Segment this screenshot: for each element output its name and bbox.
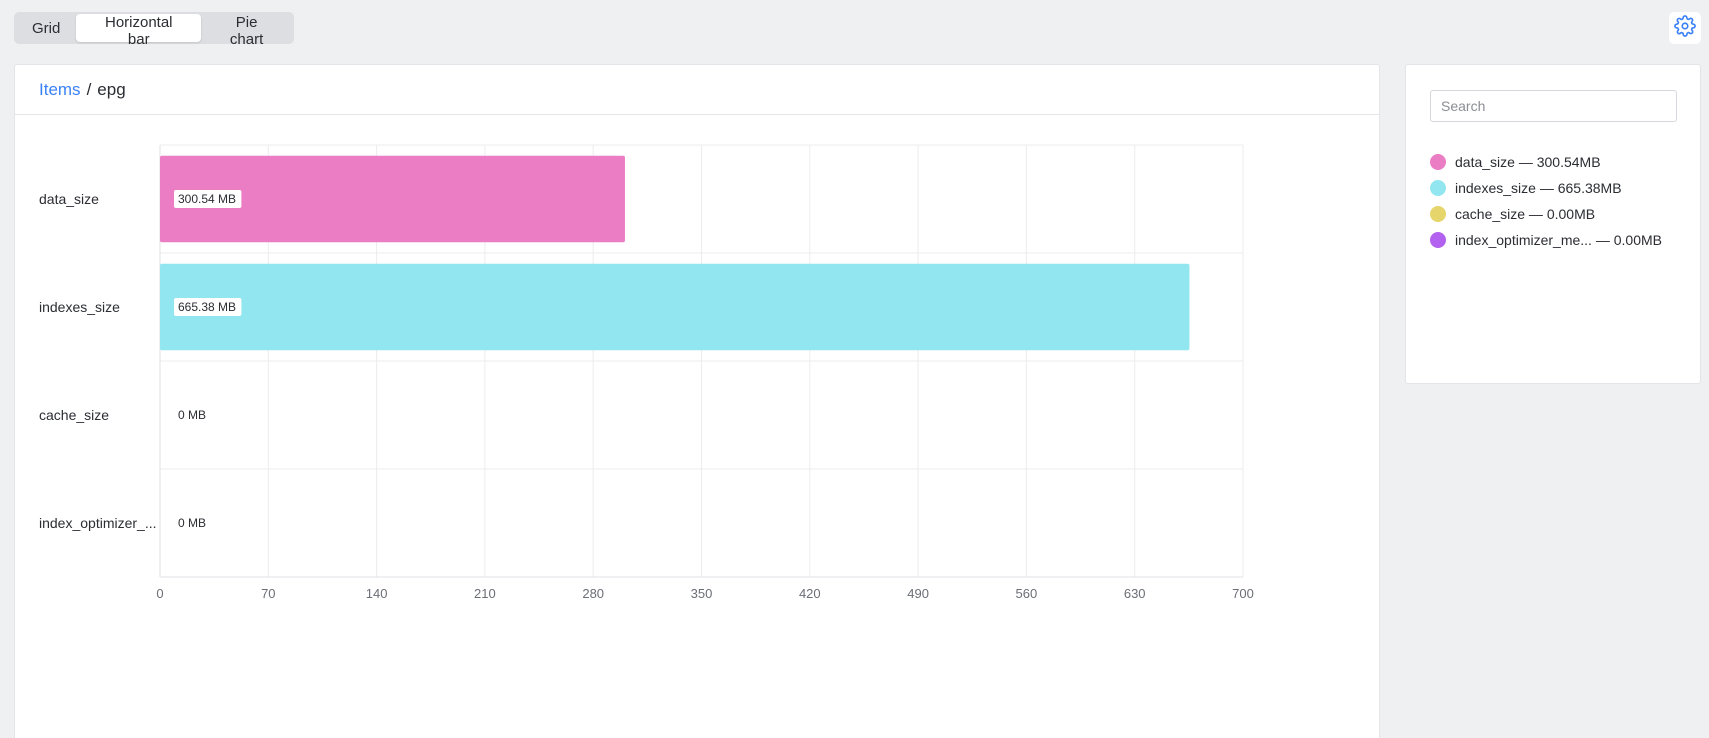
legend-label: data_size — 300.54MB [1455,154,1601,170]
search-input[interactable] [1430,90,1677,122]
legend-color-swatch [1430,232,1446,248]
x-tick-label: 630 [1124,586,1146,601]
legend-label: cache_size — 0.00MB [1455,206,1596,222]
gear-icon [1674,14,1696,42]
legend-item[interactable]: indexes_size — 665.38MB [1430,175,1662,201]
y-category-label: index_optimizer_... [39,515,157,531]
legend-item[interactable]: index_optimizer_me... — 0.00MB [1430,227,1662,253]
horizontal-bar-chart: 0 70 140 210 280 350 420 490 560 630 700 data_size 3… [39,144,1254,601]
legend-panel: data_size — 300.54MB indexes_size — 665.3… [1405,64,1701,384]
view-switcher: Grid Horizontal bar Pie chart [14,12,294,48]
x-tick-label: 70 [261,586,275,601]
x-tick-label: 0 [156,586,163,601]
x-tick-label: 350 [691,586,713,601]
x-tick-label: 700 [1232,586,1254,601]
bar-data_size [160,155,625,243]
data-label-background [174,298,242,316]
legend-color-swatch [1430,154,1446,170]
data-label: 0 MB [178,516,206,530]
view-tab-pie-chart[interactable]: Pie chart [201,14,292,48]
legend-color-swatch [1430,180,1446,196]
bar-indexes_size [160,263,1190,351]
settings-button[interactable] [1669,12,1701,44]
view-tab-grid[interactable]: Grid [16,14,76,42]
data-label-background [174,190,242,208]
legend-label: index_optimizer_me... — 0.00MB [1455,232,1662,248]
x-tick-label: 420 [799,586,821,601]
breadcrumb: Items / epg [15,65,1379,115]
y-category-label: indexes_size [39,299,120,315]
breadcrumb-items-link[interactable]: Items [39,79,81,99]
data-label: 665.38 MB [178,300,236,314]
chart-panel: Items / epg 0 70 140 210 280 350 420 490 560 630 7… [14,64,1380,738]
x-tick-label: 140 [366,586,388,601]
data-label: 300.54 MB [178,192,236,206]
legend-label: indexes_size — 665.38MB [1455,180,1622,196]
x-tick-label: 560 [1016,586,1038,601]
view-tab-horizontal-bar[interactable]: Horizontal bar [76,14,202,48]
legend-item[interactable]: data_size — 300.54MB [1430,149,1662,175]
legend-item[interactable]: cache_size — 0.00MB [1430,201,1662,227]
legend-color-swatch [1430,206,1446,222]
x-tick-label: 490 [907,586,929,601]
breadcrumb-current: epg [97,79,126,99]
breadcrumb-separator: / [86,79,92,99]
x-tick-label: 280 [582,586,604,601]
data-label: 0 MB [178,408,206,422]
y-category-label: data_size [39,191,99,207]
y-category-label: cache_size [39,407,109,423]
x-tick-label: 210 [474,586,496,601]
legend-list: data_size — 300.54MB indexes_size — 665.3… [1430,149,1662,253]
